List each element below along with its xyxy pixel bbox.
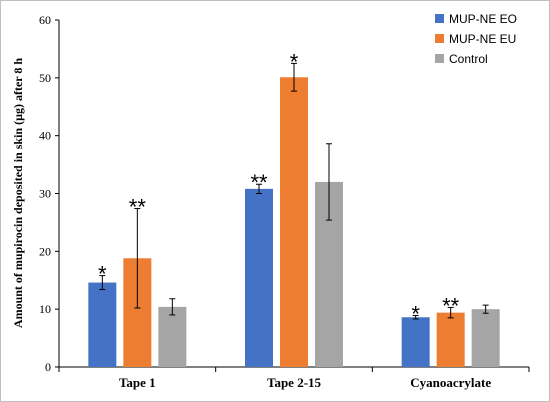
- x-category-label: Tape 1: [119, 375, 156, 390]
- significance-marker: **: [442, 293, 460, 318]
- significance-marker: *: [411, 302, 420, 327]
- y-tick-label: 30: [39, 187, 51, 201]
- bar: [88, 282, 117, 367]
- significance-marker: **: [129, 195, 147, 220]
- y-tick-label: 0: [45, 360, 51, 374]
- bar: [436, 312, 465, 367]
- significance-marker: *: [98, 262, 107, 287]
- bars: ******* **: [88, 49, 500, 367]
- y-tick-label: 50: [39, 71, 51, 85]
- legend-swatch: [435, 14, 444, 23]
- legend-label: Control: [449, 52, 488, 66]
- significance-marker: **: [250, 170, 268, 195]
- bar: [401, 317, 430, 367]
- legend-swatch: [435, 34, 444, 43]
- y-tick-label: 40: [39, 129, 51, 143]
- y-tick-label: 20: [39, 244, 51, 258]
- legend-label: MUP-NE EU: [449, 32, 516, 46]
- legend-label: MUP-NE EO: [449, 12, 517, 26]
- bar: [245, 188, 273, 367]
- bar: [280, 77, 308, 367]
- y-axis-label-group: Amount of mupirocin deposited in skin (µ…: [11, 58, 25, 328]
- bar: [471, 309, 500, 367]
- x-category-label: Tape 2-15: [267, 375, 322, 390]
- legend-swatch: [435, 54, 444, 63]
- legend: MUP-NE EO MUP-NE EU Control: [435, 12, 517, 66]
- bar: [158, 306, 187, 367]
- y-tick-label: 10: [39, 302, 51, 316]
- significance-marker: *: [290, 49, 299, 74]
- x-category-label: Cyanoacrylate: [410, 375, 491, 390]
- y-axis-label: Amount of mupirocin deposited in skin (µ…: [11, 58, 25, 328]
- y-tick-label: 60: [39, 13, 51, 27]
- axes: 0 10 20 30 40 50 60 Tape 1 Tape 2-15 Cyanoacrylat…: [39, 13, 530, 390]
